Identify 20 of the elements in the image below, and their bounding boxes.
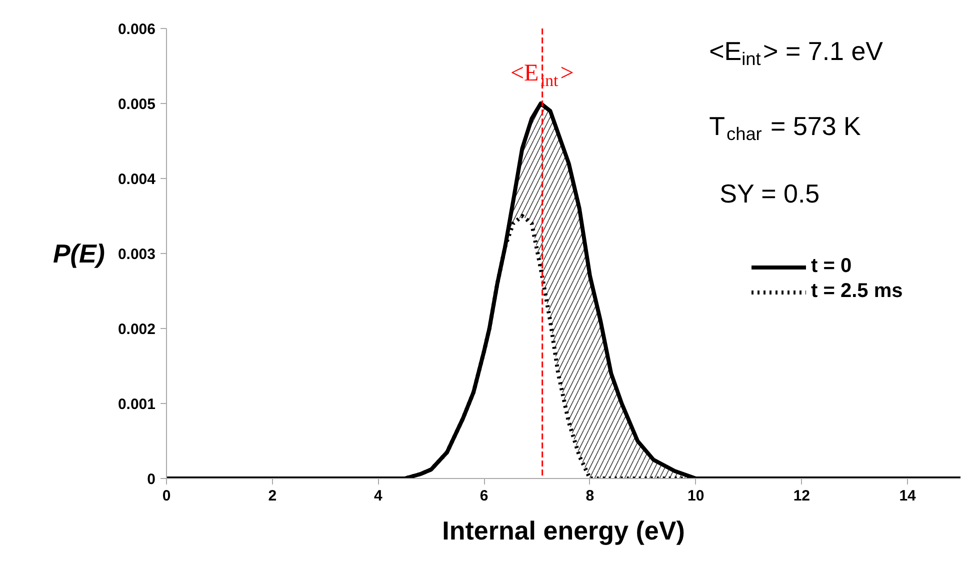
- x-tick-label: 4: [374, 488, 384, 504]
- y-axis-title: P(E): [52, 238, 105, 268]
- x-tick-label: 0: [162, 488, 171, 504]
- y-tick-label: 0.005: [118, 96, 156, 113]
- y-tick-label: 0.001: [118, 396, 156, 413]
- legend-label: t = 2.5 ms: [811, 280, 903, 303]
- y-tick-label: 0.003: [118, 246, 156, 263]
- legend-label: t = 0: [811, 255, 852, 278]
- x-tick-label: 6: [480, 488, 488, 504]
- y-tick-label: 0.004: [118, 171, 156, 188]
- y-tick-label: 0.002: [118, 321, 156, 338]
- x-axis-title: Internal energy (eV): [442, 516, 685, 546]
- x-tick-label: 10: [687, 488, 704, 504]
- y-tick-label: 0.006: [118, 21, 156, 38]
- x-tick-label: 14: [899, 488, 917, 504]
- x-tick-label: 2: [268, 488, 277, 504]
- y-tick-label: 0: [147, 471, 156, 488]
- annotation: SY = 0.5: [720, 178, 820, 208]
- x-tick-label: 12: [793, 488, 810, 504]
- x-tick-label: 8: [586, 488, 594, 504]
